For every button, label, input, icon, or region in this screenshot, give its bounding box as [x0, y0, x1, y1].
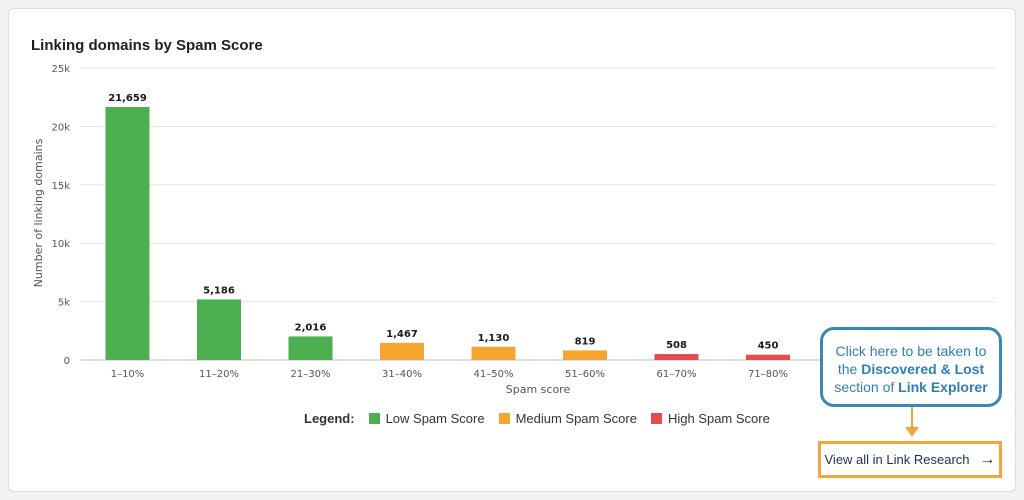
bar-value-label: 21,659 [108, 93, 147, 104]
legend-title: Legend: [304, 411, 355, 426]
callout-connector [911, 407, 913, 429]
bar [380, 342, 424, 360]
y-tick-label: 25k [51, 64, 70, 75]
legend-label-medium: Medium Spam Score [515, 411, 637, 426]
legend: Legend: Low Spam Score Medium Spam Score… [304, 411, 784, 426]
y-tick-label: 0 [64, 356, 70, 367]
bar-value-label: 2,016 [295, 322, 327, 333]
annotation-callout: Click here to be taken to the Discovered… [820, 327, 1002, 407]
view-all-label: View all in Link Research [824, 452, 970, 467]
bar-value-label: 1,130 [478, 333, 510, 344]
bar [563, 350, 607, 360]
y-tick-label: 15k [51, 181, 70, 192]
data-labels: 21,659 5,186 2,016 1,467 1,130 819 508 450 [108, 93, 778, 352]
x-tick-label: 31–40% [382, 369, 422, 380]
callout-link-explorer: Link Explorer [898, 379, 988, 395]
x-tick-label: 51–60% [565, 369, 605, 380]
x-tick-label: 61–70% [657, 369, 697, 380]
legend-swatch-medium [498, 413, 510, 424]
arrow-right-icon: → [979, 450, 996, 468]
y-axis-title: Number of linking domains [32, 138, 45, 287]
legend-label-high: High Spam Score [667, 411, 770, 426]
callout-line-1: Click here to be taken to [835, 343, 987, 359]
bar [746, 354, 790, 360]
y-tick-label: 20k [51, 122, 70, 133]
legend-swatch-high [650, 413, 662, 424]
x-axis-ticks: 1–10% 11–20% 21–30% 31–40% 41–50% 51–60% 61–70… [111, 369, 788, 380]
bar-value-label: 5,186 [203, 285, 235, 296]
bar [654, 354, 699, 360]
y-tick-label: 10k [51, 239, 70, 250]
y-tick-label: 5k [58, 298, 70, 309]
bar-value-label: 450 [758, 341, 779, 352]
bar-value-label: 819 [575, 336, 596, 347]
legend-item-low: Low Spam Score [368, 411, 485, 426]
callout-discovered-lost: Discovered & Lost [861, 361, 985, 377]
bar [471, 346, 516, 360]
x-tick-label: 21–30% [291, 369, 331, 380]
legend-swatch-low [368, 413, 380, 424]
chart-card: Linking domains by Spam Score [8, 8, 1016, 492]
chart-title: Linking domains by Spam Score [31, 37, 263, 54]
bar [197, 299, 241, 360]
x-tick-label: 71–80% [748, 369, 788, 380]
callout-line-2: the Discovered & Lost [823, 360, 999, 378]
x-axis-title: Spam score [506, 383, 571, 396]
bars [105, 107, 790, 360]
x-tick-label: 1–10% [111, 369, 145, 380]
callout-line-3: section of Link Explorer [823, 378, 999, 396]
legend-label-low: Low Spam Score [385, 411, 485, 426]
bar [288, 336, 333, 360]
view-all-link-research-button[interactable]: View all in Link Research → [818, 441, 1002, 478]
x-tick-label: 41–50% [474, 369, 514, 380]
y-axis-ticks: 0 5k 10k 15k 20k 25k [51, 64, 70, 367]
legend-item-medium: Medium Spam Score [498, 411, 637, 426]
callout-line-3-text: section of [834, 379, 899, 395]
legend-item-high: High Spam Score [650, 411, 770, 426]
callout-line-2-text: the [837, 361, 862, 377]
bar-value-label: 1,467 [386, 329, 418, 340]
bar [105, 107, 150, 360]
bar-value-label: 508 [666, 340, 687, 351]
down-arrow-icon [905, 427, 919, 437]
x-tick-label: 11–20% [199, 369, 239, 380]
